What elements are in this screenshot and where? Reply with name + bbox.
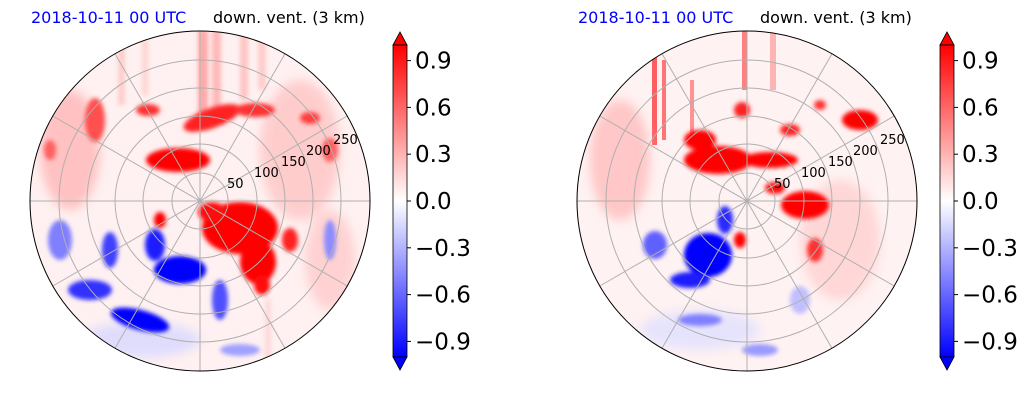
panel-left-colorbar-tick-label-1: 0.6 [415,95,452,121]
panel-right-polar-grid [577,31,917,371]
panel-right-rtick-1: 100 [801,166,826,181]
panel-left-title-date: 2018-10-11 00 UTC [31,8,186,27]
panel-right-rtick-4: 250 [880,133,905,148]
panel-left-colorbar-tick-label-3: 0.0 [415,189,452,215]
panel-right-title-date: 2018-10-11 00 UTC [578,8,733,27]
panel-left-colorbar-extend-max [392,31,408,46]
panel-right-colorbar-extend-max [939,31,955,46]
panel-right-colorbar-tick-label-1: 0.6 [962,95,999,121]
panel-left-rtick-4: 250 [333,133,358,148]
panel-left-colorbar-tick-label-4: −0.3 [415,236,471,262]
panel-left-rtick-1: 100 [254,166,279,181]
panel-left-colorbar-extend-min [392,356,408,371]
panel-left-colorbar-tick-label-2: 0.3 [415,142,452,168]
panel-right-colorbar-tick-label-2: 0.3 [962,142,999,168]
panel-left-field [30,31,370,371]
panel-right-colorbar-tick-label-5: −0.6 [962,283,1018,309]
panel-left: 2018-10-11 00 UTC down. vent. (3 km) [29,8,471,372]
panel-left-polar-grid [30,31,370,371]
panel-right-colorbar-tick-label-3: 0.0 [962,189,999,215]
panel-left-boundary [29,30,371,372]
panel-left-colorbar-tick-label-6: −0.9 [415,329,471,355]
panel-left-title-field: down. vent. (3 km) [213,8,365,27]
panel-right-colorbar-extend-min [939,356,955,371]
panel-right-colorbar: 0.9 0.6 0.3 0.0 −0.3 −0.6 −0.9 [939,31,1018,371]
panel-left-rtick-0: 50 [227,177,244,192]
panel-left-colorbar-tick-label-0: 0.9 [415,49,452,75]
panel-right-rtick-3: 200 [853,144,878,159]
panel-left-colorbar-tick-label-5: −0.6 [415,283,471,309]
panel-right-rtick-0: 50 [774,177,791,192]
panel-right-title-field: down. vent. (3 km) [760,8,912,27]
panel-left-colorbar: 0.9 0.6 0.3 0.0 −0.3 −0.6 −0.9 [392,31,471,371]
panel-right-colorbar-tick-label-0: 0.9 [962,49,999,75]
panel-right: 2018-10-11 00 UTC down. vent. (3 km) [576,8,1018,372]
panel-right-rtick-2: 150 [828,155,853,170]
panel-left-rtick-2: 150 [281,155,306,170]
panel-right-colorbar-tick-label-4: −0.3 [962,236,1018,262]
panel-right-colorbar-tick-label-6: −0.9 [962,329,1018,355]
panel-right-boundary [576,30,918,372]
panel-left-rtick-3: 200 [306,144,331,159]
panel-right-field [577,31,917,371]
